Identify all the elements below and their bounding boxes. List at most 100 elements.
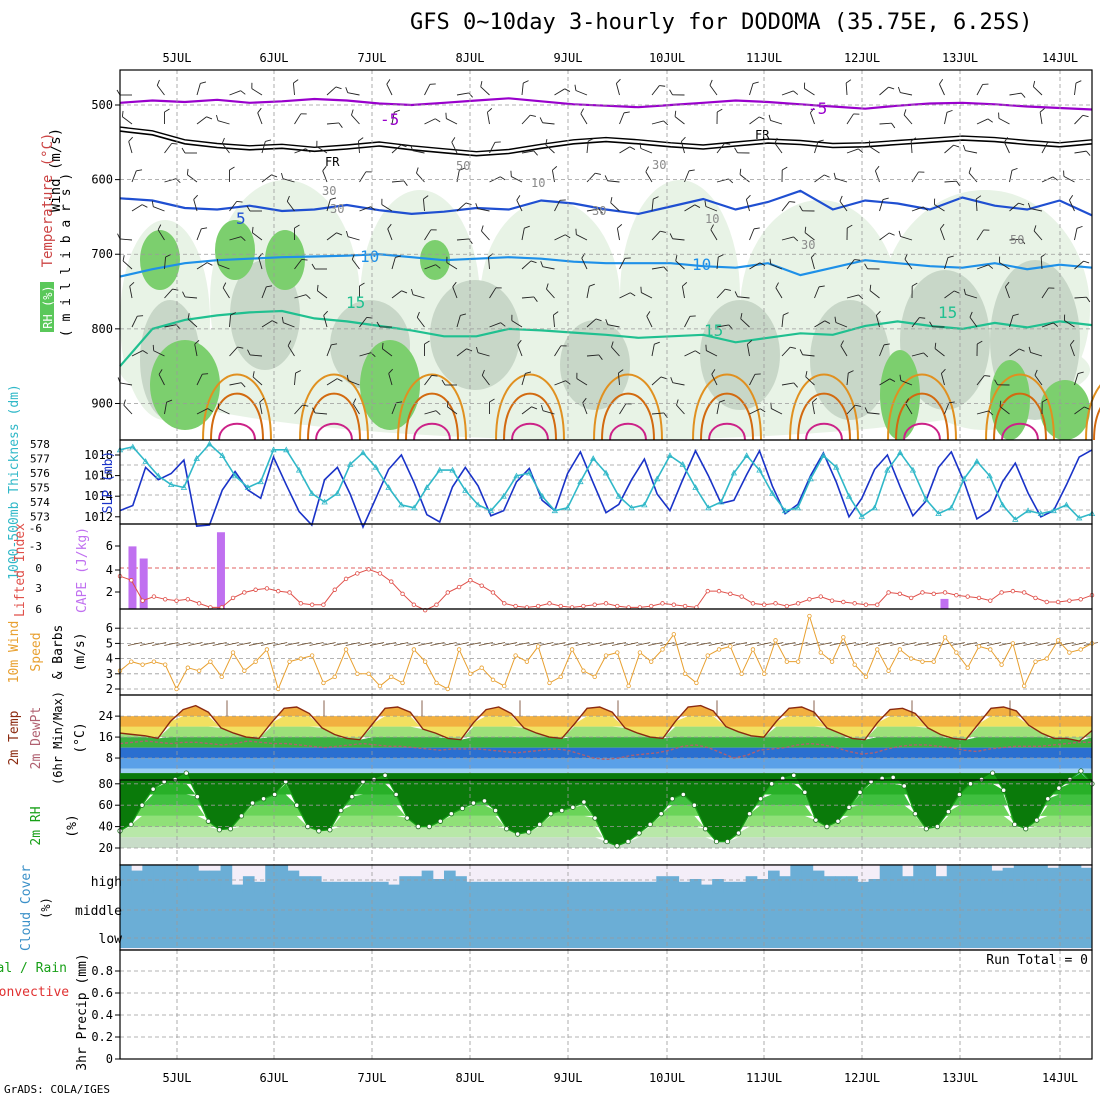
wind-barb-flag [530,114,536,117]
wind-barb-flag [381,342,384,349]
cloud-high-bar [499,881,512,893]
wind-barb-staff [252,376,263,386]
wind-speed-marker [637,650,643,655]
wind-speed-marker [287,659,292,664]
diurnal-temp-contour [708,423,746,441]
rh-marker [183,770,189,776]
rh-marker [934,823,940,830]
lifted-index-marker [298,601,304,606]
rh-marker [316,828,322,834]
wind-barb-flag [789,201,796,203]
lifted-index-marker [502,601,507,606]
wind10m-tick-label: 3 [106,667,113,681]
rh-marker [426,823,432,830]
wind-barb-staff [576,378,588,386]
rh-marker [846,804,852,810]
wind-barb-staff [315,412,328,415]
wind-barb [229,90,246,96]
rh-marker [437,818,443,824]
wind-barb [1074,260,1090,270]
cloud-high-bar [421,870,434,893]
wind-barb [540,261,555,270]
wind-barb-flag [818,285,825,288]
wind-barb-flag [853,113,860,115]
cloud-high-bar [1047,867,1059,893]
wind-barb [879,232,895,241]
thickness-marker [538,492,546,499]
wind-barb [846,148,864,154]
temperature-tick-label: 8 [106,751,113,765]
lifted-index-marker [682,603,688,609]
rh-marker [713,838,720,845]
wind-barb-flag [624,257,631,259]
wind-barb-flag [674,110,677,117]
lifted-index-marker [140,598,145,603]
wind10m-barb [974,642,990,646]
wind-barb-flag [553,311,559,316]
thickness-marker [820,452,827,459]
wind-barb-staff [412,150,425,154]
date-label-bottom: 9JUL [554,1071,583,1085]
wind-barb [1074,114,1089,125]
lifted-index-marker [1033,595,1038,601]
wind-barb-flag [746,194,751,200]
wind-barb-staff [545,144,555,154]
wind-barb-staff [770,264,783,270]
wind-barb [1004,137,1010,154]
cloud-high-bar [164,865,177,893]
wind-barb-staff [229,90,241,96]
wind-barb-flag [158,369,163,375]
contour-label: 30 [592,204,606,218]
thickness-marker [794,504,802,511]
wind-barb-staff [122,260,133,270]
lifted-index-marker [988,598,993,603]
wind-barb [616,224,623,241]
wind-barb [846,224,853,241]
wind10m-barb [212,642,227,646]
wind-barb-flag [216,114,219,121]
wind-barb-flag [545,139,548,145]
wind-barb-staff [347,92,360,96]
wind-barb-staff [456,170,460,183]
wind-barb [358,137,364,154]
wind-barb-flag [441,379,446,386]
cloud-high-bar [522,881,534,893]
wind-barb-staff [382,348,393,357]
wind-barb-staff [424,410,437,415]
rh-marker [592,815,598,821]
wind-barb-staff [1009,348,1020,357]
wind-barb [814,174,830,183]
wind-barb-flag [670,377,674,383]
rh-marker [824,823,830,830]
wind-barb-flag [465,202,472,206]
wind-barb-staff [1074,296,1087,299]
rh-marker [890,774,896,780]
wind-barb [294,148,311,154]
contour-label: 50 [1010,233,1024,247]
wind-barb [281,316,295,328]
wind-barb-flag [904,253,908,260]
wind-barb-staff [615,83,620,96]
wind-barb-flag [858,294,864,300]
wind-barb [381,198,393,212]
wind-barb-flag [947,255,954,258]
wind-barb-flag [1048,287,1055,289]
wind-barb-flag [312,407,316,414]
wind-barb-flag [994,379,998,386]
wind-barb-staff [846,404,856,415]
cloud-high-bar [309,876,322,893]
wind10m-barb [708,642,723,646]
wind-barb [1041,141,1054,154]
wind-barb-flag [524,225,530,229]
wind-barb-staff [164,324,177,328]
wind-barb-staff [846,259,855,270]
wind-barb [1004,281,1010,299]
rh-marker [515,831,521,837]
cape-bar [128,546,137,609]
thickness-marker [551,507,559,514]
wind-speed-marker [852,662,857,667]
wind-barb-staff [257,112,263,125]
wind-barb-flag [898,230,901,237]
wind-barb-flag [781,166,788,171]
wind10m-barb [527,642,542,646]
